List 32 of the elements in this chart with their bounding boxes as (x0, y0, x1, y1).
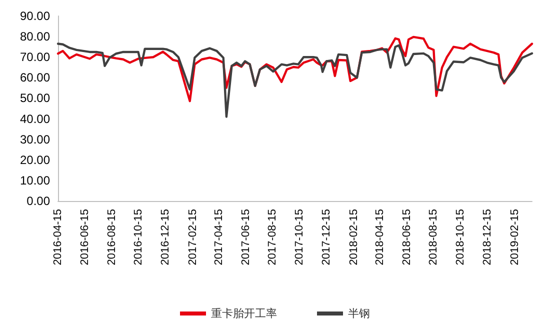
y-tick-label: 30.00 (20, 132, 50, 146)
x-tick-label: 2016-12-15 (160, 209, 172, 266)
y-tick-label: 80.00 (20, 30, 50, 44)
x-tick-label: 2016-10-15 (132, 209, 145, 266)
x-tick-label: 2017-04-15 (212, 209, 225, 266)
x-tick-label: 2019-02-15 (508, 209, 521, 266)
y-tick-label: 40.00 (20, 112, 50, 126)
line-series (56, 42, 534, 118)
x-tick-label: 2016-04-15 (52, 209, 64, 266)
y-tick-label: 10.00 (20, 173, 50, 188)
y-tick-label: 90.00 (20, 9, 50, 23)
x-tick-label: 2017-08-15 (266, 209, 279, 266)
x-tick-label: 2018-06-15 (400, 209, 413, 266)
x-tick-label: 2016-08-15 (106, 209, 118, 266)
legend-label: 半钢 (348, 307, 370, 320)
x-tick-label: 2018-12-15 (481, 209, 494, 266)
x-tick-label: 2017-10-15 (294, 209, 306, 266)
legend-label: 重卡胎开工率 (211, 307, 277, 320)
x-tick-label: 2017-12-15 (320, 209, 333, 266)
x-tick-label: 2017-02-15 (186, 209, 199, 266)
x-tick-label: 2018-02-15 (348, 209, 360, 266)
y-tick-label: 50.00 (20, 91, 50, 106)
y-tick-label: 60.00 (20, 70, 50, 85)
y-tick-label: 70.00 (20, 50, 50, 64)
y-tick-label: 20.00 (20, 152, 50, 167)
x-tick-label: 2018-04-15 (374, 209, 386, 266)
x-tick-label: 2018-10-15 (454, 209, 467, 266)
line-series (56, 36, 534, 102)
x-tick-label: 2016-06-15 (78, 209, 91, 266)
x-tick-label: 2018-08-15 (428, 209, 440, 266)
x-tick-label: 2017-06-15 (240, 209, 252, 266)
y-tick-label: 0.00 (26, 194, 50, 208)
